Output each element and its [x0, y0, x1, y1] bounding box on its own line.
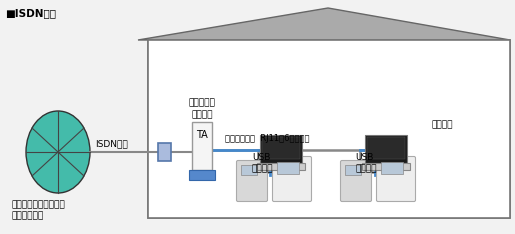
Bar: [260, 135, 302, 163]
Text: ターミナル
アダプタ: ターミナル アダプタ: [188, 99, 215, 119]
Bar: [189, 170, 215, 180]
Bar: [345, 165, 361, 175]
Text: ナンバーディスプレイ
サービス加入: ナンバーディスプレイ サービス加入: [12, 200, 66, 221]
Bar: [241, 165, 257, 175]
Text: TA: TA: [196, 130, 208, 140]
Text: ■ISDN回線: ■ISDN回線: [5, 8, 56, 18]
Text: 電話ケーブル  RJ11（6極２芯）: 電話ケーブル RJ11（6極２芯）: [225, 134, 310, 143]
Bar: [257, 163, 305, 170]
Bar: [381, 162, 403, 174]
FancyBboxPatch shape: [376, 157, 416, 201]
Bar: [362, 163, 410, 170]
Bar: [148, 40, 510, 218]
Polygon shape: [138, 8, 510, 40]
Bar: [262, 137, 300, 159]
FancyBboxPatch shape: [272, 157, 312, 201]
Text: USB
ケーブル: USB ケーブル: [252, 153, 273, 173]
Bar: [277, 162, 299, 174]
Bar: [192, 122, 212, 170]
Text: パソコン: パソコン: [432, 120, 454, 129]
Bar: [365, 135, 407, 163]
FancyBboxPatch shape: [340, 161, 371, 201]
Text: ISDN回線: ISDN回線: [95, 139, 128, 148]
Bar: [367, 137, 405, 159]
FancyBboxPatch shape: [236, 161, 267, 201]
Text: USB
ケーブル: USB ケーブル: [355, 153, 376, 173]
Ellipse shape: [26, 111, 90, 193]
Bar: [148, 40, 510, 218]
Bar: [158, 143, 171, 161]
